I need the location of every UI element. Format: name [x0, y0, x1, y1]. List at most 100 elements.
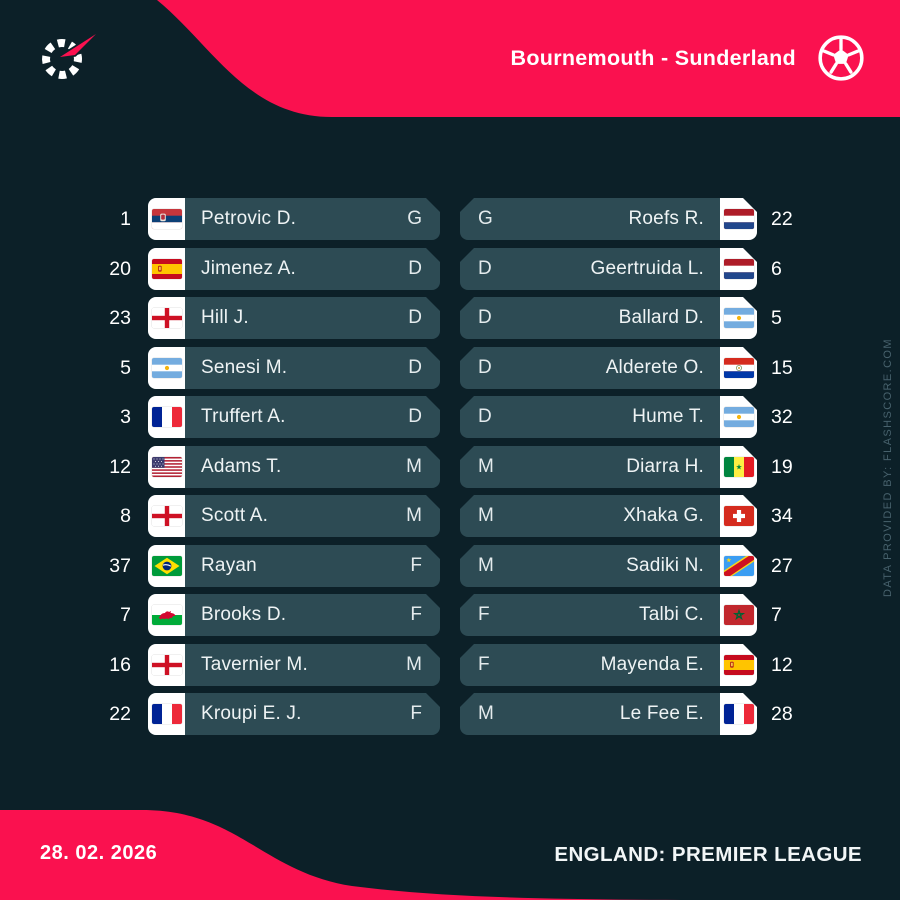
player-row: 7 Brooks D. F — [89, 594, 440, 636]
serbia-flag-icon — [151, 209, 182, 229]
player-chip[interactable]: Kroupi E. J. F — [148, 693, 440, 735]
player-chip[interactable]: Petrovic D. G — [148, 198, 440, 240]
player-chip[interactable]: D Hume T. — [460, 396, 757, 438]
chip-bevel — [743, 693, 757, 707]
player-name: Brooks D. — [201, 604, 287, 625]
chip-bevel — [460, 643, 474, 658]
player-chip[interactable]: F Mayenda E. — [460, 643, 757, 686]
england-flag-icon — [151, 654, 182, 675]
chip-bevel — [460, 346, 474, 361]
chip-bevel — [460, 594, 474, 608]
player-name: Rayan — [201, 554, 257, 576]
chip-bevel — [743, 643, 757, 658]
player-chip[interactable]: G Roefs R. — [460, 198, 757, 240]
player-chip[interactable]: D Geertruida L. — [460, 247, 757, 290]
player-row: 5 Senesi M. D — [89, 346, 440, 389]
senegal-flag-icon — [723, 456, 754, 477]
player-row: M Le Fee E. 28 — [460, 693, 813, 735]
player-number: 19 — [771, 455, 793, 478]
chip-bevel — [460, 544, 474, 559]
player-number: 5 — [120, 356, 131, 379]
player-chip[interactable]: M Xhaka G. — [460, 495, 757, 537]
player-name: Roefs R. — [628, 208, 704, 229]
player-position: F — [478, 604, 490, 625]
player-chip[interactable]: D Ballard D. — [460, 297, 757, 339]
player-number: 3 — [120, 406, 131, 428]
player-position: M — [406, 653, 422, 675]
home-lineup-column: 1 Petrovic D. G 20 Jimenez A. D 23 Hill — [89, 198, 440, 743]
flag-box — [148, 297, 185, 339]
data-provider-watermark: DATA PROVIDED BY: FLASHSCORE.COM — [882, 338, 894, 598]
chip-bevel — [460, 693, 474, 707]
player-row: F Mayenda E. 12 — [460, 643, 813, 686]
player-position: G — [478, 208, 493, 229]
player-chip[interactable]: M Diarra H. — [460, 445, 757, 488]
player-row: D Alderete O. 15 — [460, 346, 813, 389]
player-chip[interactable]: Brooks D. F — [148, 594, 440, 636]
player-position: F — [410, 554, 422, 576]
player-chip[interactable]: Adams T. M — [148, 445, 440, 488]
switzerland-flag-icon — [723, 506, 754, 526]
player-number: 15 — [771, 356, 793, 379]
player-number: 1 — [120, 208, 131, 230]
player-chip[interactable]: Jimenez A. D — [148, 247, 440, 290]
chip-bevel — [743, 445, 757, 460]
argentina-flag-icon — [151, 357, 182, 378]
player-name: Diarra H. — [626, 455, 704, 477]
player-row: 12 Adams T. M — [89, 445, 440, 488]
player-chip[interactable]: F Talbi C. — [460, 594, 757, 636]
player-number: 16 — [109, 653, 131, 676]
chip-bevel — [743, 198, 757, 212]
chip-bevel — [743, 544, 757, 559]
player-chip[interactable]: M Le Fee E. — [460, 693, 757, 735]
player-chip[interactable]: Senesi M. D — [148, 346, 440, 389]
flag-box — [720, 346, 757, 389]
player-chip[interactable]: Truffert A. D — [148, 396, 440, 438]
flag-box — [720, 198, 757, 240]
chip-bevel — [426, 346, 440, 361]
player-number: 7 — [771, 604, 782, 626]
player-chip[interactable]: Scott A. M — [148, 495, 440, 537]
player-chip[interactable]: M Sadiki N. — [460, 544, 757, 587]
player-name: Jimenez A. — [201, 257, 296, 279]
player-name: Alderete O. — [605, 356, 704, 378]
player-name: Geertruida L. — [590, 257, 704, 279]
player-row: 37 Rayan F — [89, 544, 440, 587]
england-flag-icon — [151, 308, 182, 328]
player-row: D Ballard D. 5 — [460, 297, 813, 339]
player-chip[interactable]: D Alderete O. — [460, 346, 757, 389]
player-position: M — [406, 455, 422, 477]
player-chip[interactable]: Rayan F — [148, 544, 440, 587]
player-row: F Talbi C. 7 — [460, 594, 813, 636]
player-row: 23 Hill J. D — [89, 297, 440, 339]
player-position: F — [410, 604, 422, 625]
player-name: Scott A. — [201, 505, 269, 526]
player-number: 34 — [771, 505, 793, 527]
chip-bevel — [743, 247, 757, 262]
player-position: D — [478, 356, 492, 378]
chip-bevel — [426, 247, 440, 262]
player-number: 8 — [120, 505, 131, 527]
flag-box — [720, 396, 757, 438]
player-position: M — [478, 455, 494, 477]
player-row: 16 Tavernier M. M — [89, 643, 440, 686]
player-chip[interactable]: Hill J. D — [148, 297, 440, 339]
player-number: 5 — [771, 307, 782, 329]
spain-flag-icon — [151, 258, 182, 279]
chip-bevel — [426, 495, 440, 509]
flag-box — [148, 445, 185, 488]
player-position: F — [478, 653, 490, 675]
player-row: 8 Scott A. M — [89, 495, 440, 537]
chip-bevel — [743, 495, 757, 509]
chip-bevel — [426, 544, 440, 559]
player-position: D — [408, 257, 422, 279]
flag-box — [148, 495, 185, 537]
chip-bevel — [426, 693, 440, 707]
player-number: 28 — [771, 703, 793, 725]
morocco-flag-icon — [723, 605, 754, 625]
player-chip[interactable]: Tavernier M. M — [148, 643, 440, 686]
flag-box — [148, 643, 185, 686]
player-name: Hill J. — [201, 307, 249, 328]
player-row: 1 Petrovic D. G — [89, 198, 440, 240]
chip-bevel — [743, 396, 757, 410]
